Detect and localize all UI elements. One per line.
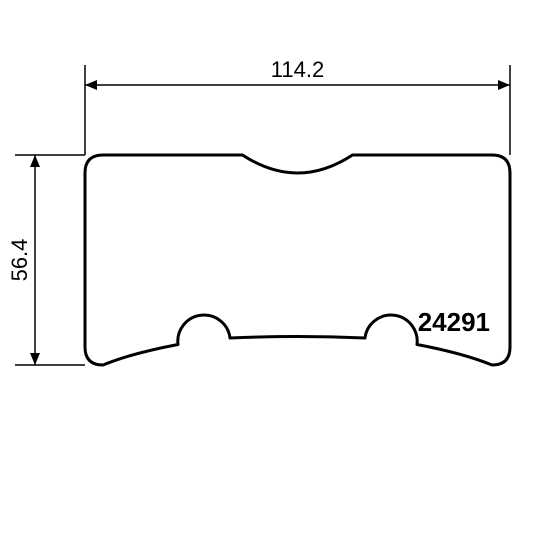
part-number: 24291 [418, 307, 490, 337]
dimension-width-label: 114.2 [271, 57, 324, 82]
dimension-height: 56.4 [7, 155, 85, 365]
dimension-width: 114.2 [85, 57, 510, 155]
dimension-height-label: 56.4 [7, 239, 32, 282]
